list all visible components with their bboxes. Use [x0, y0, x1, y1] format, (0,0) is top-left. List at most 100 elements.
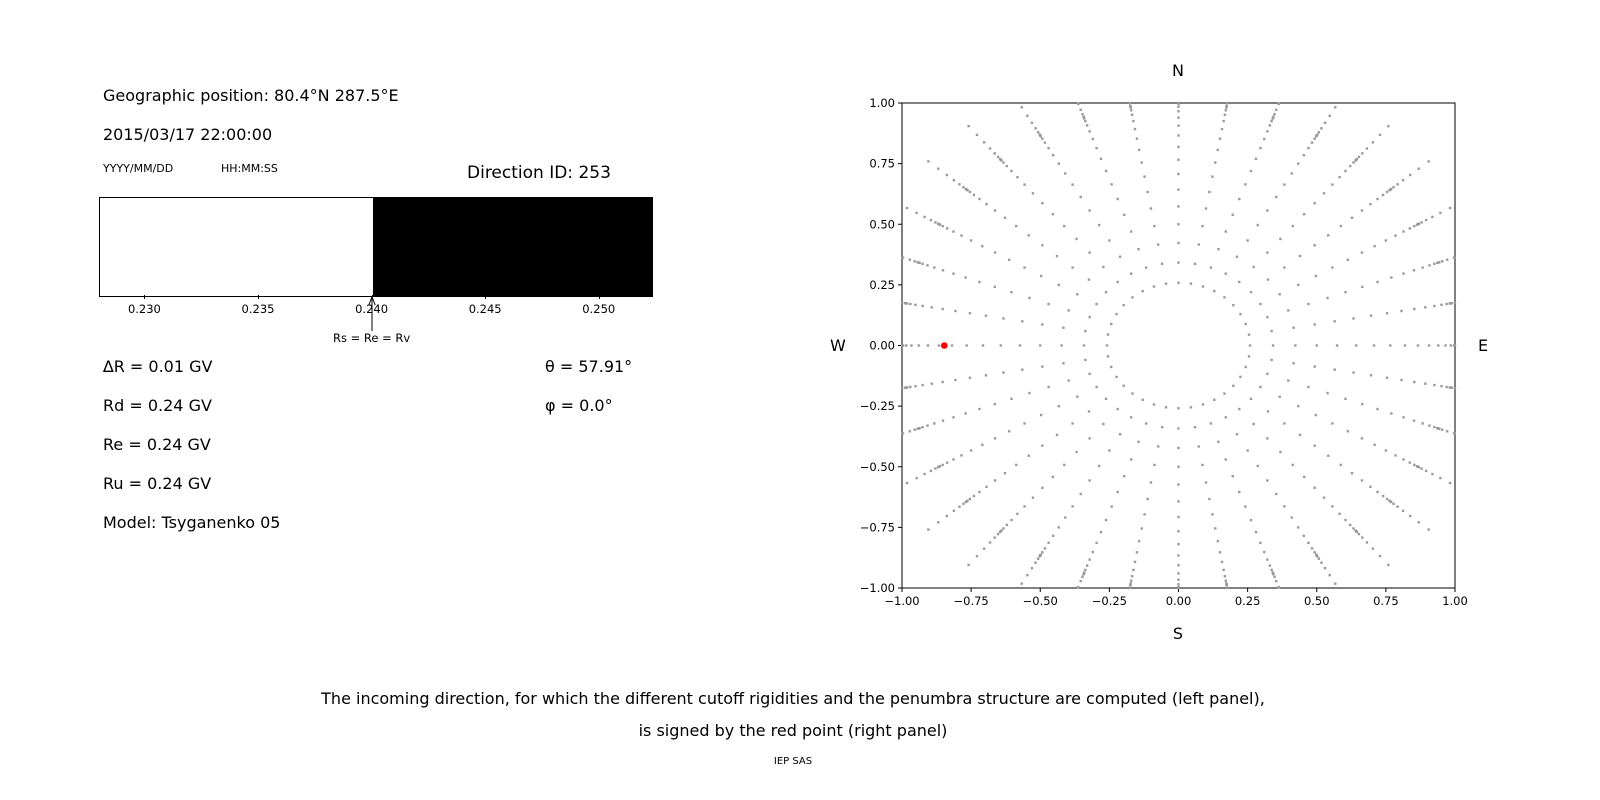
direction-point [1028, 296, 1031, 300]
direction-point [914, 384, 917, 388]
direction-point [1220, 127, 1224, 131]
direction-point [1400, 309, 1403, 313]
direction-point [1041, 244, 1044, 247]
direction-point [1256, 464, 1259, 468]
direction-point [1416, 344, 1420, 347]
direction-point [1402, 230, 1405, 233]
y-tick-label: 0.25 [869, 278, 895, 292]
direction-point [1396, 505, 1399, 508]
direction-point [1110, 505, 1113, 508]
direction-point [1266, 278, 1270, 281]
direction-point [1277, 585, 1280, 589]
direction-point [1118, 433, 1122, 436]
direction-point [1130, 272, 1133, 275]
direction-point [964, 276, 967, 279]
direction-point [1153, 463, 1156, 467]
direction-point [1278, 293, 1281, 296]
direction-point [1003, 216, 1007, 220]
direction-point [1005, 164, 1009, 168]
direction-point [1095, 146, 1098, 150]
direction-point [1394, 454, 1397, 457]
direction-point [1266, 410, 1270, 413]
direction-point [1220, 560, 1224, 564]
direction-point [1381, 494, 1385, 498]
direction-point [1023, 422, 1026, 425]
direction-point [1361, 402, 1364, 406]
direction-point [1452, 256, 1456, 259]
direction-point [1338, 175, 1341, 179]
direction-point [1387, 563, 1390, 567]
direction-point [914, 303, 917, 307]
direction-point [1357, 155, 1361, 159]
direction-point [1275, 195, 1278, 199]
direction-point [1177, 145, 1180, 149]
direction-point [1355, 530, 1359, 534]
direction-point [964, 412, 967, 415]
direction-point [1043, 547, 1047, 550]
direction-point [1360, 209, 1364, 212]
direction-point [1082, 115, 1085, 118]
direction-point [1259, 385, 1262, 389]
direction-point [1010, 290, 1013, 294]
direction-point [1428, 424, 1431, 427]
y-tick-label: 1.00 [869, 96, 895, 110]
direction-point [1039, 413, 1043, 417]
direction-point [1129, 584, 1132, 587]
direction-point [921, 304, 924, 308]
direction-point [1021, 368, 1024, 371]
direction-point [1177, 116, 1180, 119]
direction-point [927, 160, 930, 163]
direction-point [952, 458, 955, 461]
direction-point [1450, 386, 1454, 389]
direction-point [1369, 203, 1372, 206]
direction-point [1314, 274, 1318, 278]
direction-point [1082, 573, 1085, 576]
direction-point [1095, 385, 1098, 389]
direction-point [1015, 463, 1018, 467]
direction-point [1403, 344, 1407, 347]
direction-point [1041, 551, 1044, 554]
direction-point [960, 234, 963, 237]
direction-point [1344, 397, 1347, 401]
direction-point [1275, 492, 1278, 496]
direction-point [1263, 550, 1266, 554]
direction-point [1177, 446, 1180, 450]
direction-point [1135, 551, 1139, 554]
direction-point [988, 541, 992, 544]
direction-point [941, 463, 944, 467]
direction-point [1275, 108, 1278, 112]
direction-point [1438, 427, 1441, 430]
direction-point [1427, 528, 1430, 531]
direction-point [1211, 513, 1214, 516]
direction-point [1372, 344, 1376, 347]
direction-point [1450, 302, 1454, 305]
direction-point [1047, 146, 1050, 150]
direction-point [1007, 258, 1011, 261]
direction-point [1060, 344, 1063, 347]
direction-point [998, 157, 1002, 161]
direction-point [1021, 320, 1024, 323]
direction-point [1130, 113, 1134, 117]
direction-point [1208, 190, 1211, 194]
direction-point [1431, 472, 1434, 476]
direction-point [969, 449, 973, 452]
direction-point [1177, 407, 1180, 410]
direction-point [1453, 344, 1457, 347]
direction-point [1291, 463, 1294, 467]
direction-point [930, 306, 933, 309]
direction-point [1224, 458, 1227, 461]
direction-point [1143, 513, 1146, 516]
direction-point [1036, 131, 1040, 134]
direction-point [1177, 530, 1180, 533]
direction-point [1448, 206, 1452, 210]
direction-point [1002, 527, 1005, 530]
direction-point [1224, 579, 1227, 582]
direction-points [900, 101, 1457, 590]
direction-point [941, 269, 945, 272]
direction-point [1417, 167, 1420, 170]
direction-point [1224, 230, 1227, 233]
direction-point [1177, 578, 1180, 581]
direction-point [1041, 444, 1044, 447]
penumbra-forbidden-region [372, 198, 652, 296]
direction-point [1427, 160, 1430, 163]
